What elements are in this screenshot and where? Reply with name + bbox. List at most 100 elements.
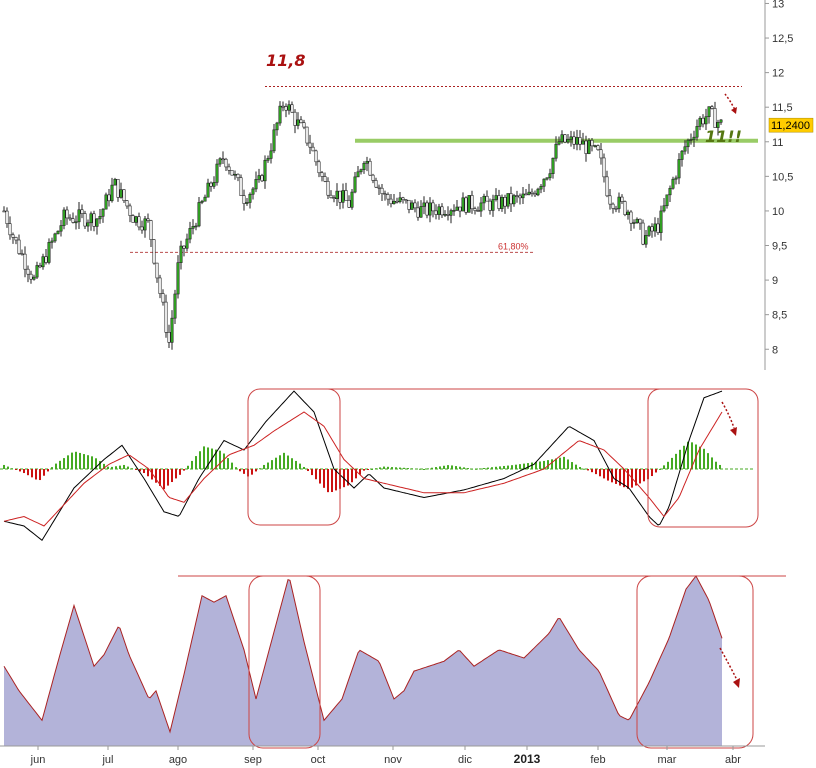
candle-body xyxy=(419,206,423,218)
candle-body xyxy=(707,106,711,118)
candle-body xyxy=(170,317,174,343)
candle-body xyxy=(323,176,327,182)
macd-arrowhead xyxy=(730,427,737,436)
candle-body xyxy=(584,140,588,154)
macd-histogram-bar xyxy=(667,461,669,469)
oscillator-line xyxy=(3,575,723,734)
candle-body xyxy=(611,203,615,209)
macd-histogram-bar xyxy=(115,466,117,469)
macd-histogram-bar xyxy=(447,465,449,469)
candle-body xyxy=(191,226,195,229)
macd-histogram-bar xyxy=(599,469,601,477)
candle-body xyxy=(65,209,69,219)
macd-histogram-bar xyxy=(131,468,133,470)
candle-body xyxy=(74,221,78,224)
candle-body xyxy=(704,116,708,125)
macd-histogram-bar xyxy=(555,458,557,469)
price-tick-label: 10,5 xyxy=(772,171,793,183)
macd-histogram-bar xyxy=(307,469,309,472)
candle-body xyxy=(629,211,633,224)
macd-histogram-bar xyxy=(179,469,181,475)
macd-histogram-bar xyxy=(515,464,517,469)
candle-body xyxy=(53,233,57,242)
macd-histogram-bar xyxy=(95,458,97,469)
macd-histogram-bar xyxy=(575,464,577,469)
macd-histogram-bar xyxy=(259,468,261,470)
candle-body xyxy=(50,240,54,243)
x-tick-label: mar xyxy=(658,754,677,766)
candle-body xyxy=(182,245,186,249)
candle-body xyxy=(203,196,207,202)
macd-histogram-bar xyxy=(147,469,149,477)
candle-body xyxy=(365,160,369,164)
candle-body xyxy=(128,205,132,216)
macd-histogram-bar xyxy=(419,468,421,470)
macd-histogram-bar xyxy=(215,449,217,469)
candle-body xyxy=(14,237,18,241)
macd-histogram-bar xyxy=(71,452,73,469)
candle-body xyxy=(194,225,198,228)
macd-histogram-bar xyxy=(651,469,653,477)
candle-body xyxy=(143,218,147,231)
macd-histogram-bar xyxy=(67,455,69,469)
macd-histogram-bar xyxy=(435,467,437,469)
macd-histogram-bar xyxy=(43,469,45,476)
candle-body xyxy=(209,182,213,187)
candle-body xyxy=(512,195,516,205)
candle-body xyxy=(2,210,6,213)
candle-body xyxy=(89,213,93,224)
macd-histogram-bar xyxy=(367,469,369,470)
candle-body xyxy=(587,140,591,154)
candle-body xyxy=(47,242,51,263)
candle-body xyxy=(401,197,405,201)
candle-body xyxy=(80,209,84,214)
macd-histogram-bar xyxy=(707,453,709,469)
x-tick-label: abr xyxy=(725,754,741,766)
candle-body xyxy=(536,188,540,196)
candle-body xyxy=(284,106,288,111)
macd-arrow xyxy=(721,401,735,429)
macd-histogram-bar xyxy=(535,462,537,469)
macd-histogram-bar xyxy=(103,463,105,469)
candle-body xyxy=(23,253,27,270)
macd-histogram-bar xyxy=(19,469,21,472)
candle-body xyxy=(551,157,555,174)
oscillator-panel xyxy=(3,575,786,749)
x-tick-label: oct xyxy=(311,754,326,766)
price-tick-label: 11 xyxy=(772,137,783,149)
candle-body xyxy=(497,195,501,209)
candle-body xyxy=(326,181,330,196)
candle-body xyxy=(215,163,219,183)
macd-histogram-bar xyxy=(315,469,317,480)
candle-body xyxy=(521,193,525,199)
macd-histogram-bar xyxy=(3,464,5,469)
macd-histogram-bar xyxy=(15,469,17,470)
candle-body xyxy=(119,189,123,198)
macd-histogram-bar xyxy=(699,446,701,469)
candle-body xyxy=(155,262,159,279)
macd-histogram-bar xyxy=(663,465,665,469)
candle-body xyxy=(476,210,480,212)
candle-body xyxy=(212,182,216,187)
macd-histogram-bar xyxy=(235,467,237,469)
macd-histogram-bar xyxy=(627,469,629,489)
candle-body xyxy=(641,222,645,245)
macd-histogram-bar xyxy=(375,468,377,470)
macd-histogram-bar xyxy=(671,457,673,469)
macd-histogram-bar xyxy=(359,469,361,475)
candle-body xyxy=(608,195,612,205)
candle-body xyxy=(560,134,564,143)
candle-body xyxy=(248,193,252,203)
macd-histogram-bar xyxy=(299,463,301,469)
candle-body xyxy=(20,253,24,255)
macd-histogram-bar xyxy=(659,468,661,470)
candle-body xyxy=(515,195,519,197)
price-tick-label: 8 xyxy=(772,344,778,356)
candle-body xyxy=(404,199,408,202)
macd-histogram-bar xyxy=(483,467,485,469)
candle-body xyxy=(179,245,183,263)
candle-body xyxy=(125,200,129,207)
macd-histogram-bar xyxy=(615,469,617,484)
candle-body xyxy=(152,239,156,264)
